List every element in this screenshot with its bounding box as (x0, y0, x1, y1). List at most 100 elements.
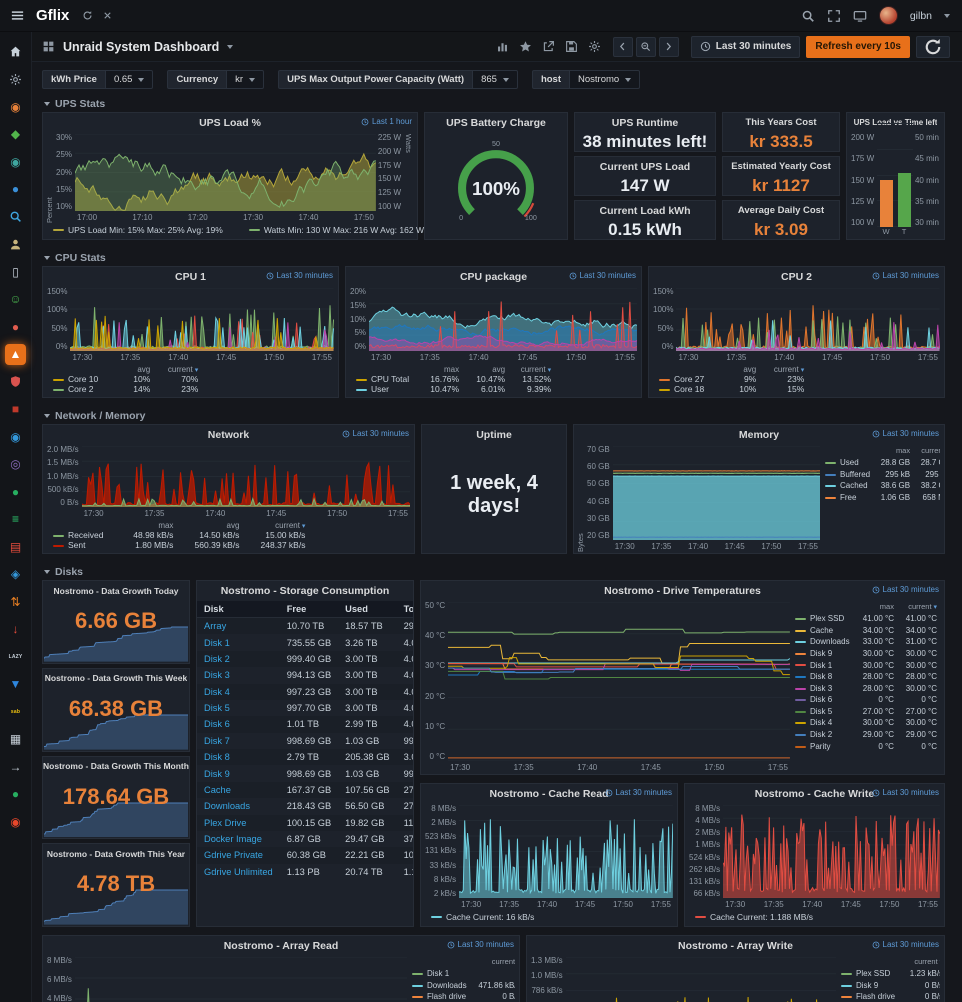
sidebar-item-tautulli[interactable] (5, 234, 26, 255)
legend-label[interactable]: Plex SSD (856, 969, 891, 979)
legend-sort-header[interactable]: max (158, 521, 174, 530)
legend-label[interactable]: Used (840, 458, 859, 468)
legend-sort-header[interactable]: current ▾ (921, 446, 940, 455)
row-header-disks[interactable]: Disks (42, 562, 945, 580)
legend-label[interactable]: Disk 5 (810, 706, 833, 716)
time-range-indicator[interactable]: Last 30 minutes (605, 788, 672, 797)
sidebar-item-settings[interactable] (5, 69, 26, 90)
legend-label[interactable]: Disk 9 (810, 648, 833, 658)
legend-label[interactable]: Disk 9 (856, 980, 879, 990)
sidebar-item-cloud-app[interactable]: ● (5, 179, 26, 200)
legend-label[interactable]: CPU Total (371, 374, 410, 384)
legend-item[interactable]: Cache Current: 1.188 MB/s (695, 912, 813, 922)
legend-label[interactable]: Downloads (427, 980, 467, 990)
panel-title[interactable]: UPS Runtime (611, 116, 679, 129)
sidebar-item-home[interactable] (5, 41, 26, 62)
variable-value-dropdown[interactable]: 865 (472, 70, 518, 89)
panel-title[interactable]: CPU 2 (781, 270, 812, 283)
chevl-icon[interactable] (612, 36, 633, 57)
panel-title[interactable]: Average Daily Cost (737, 205, 825, 216)
panel-title[interactable]: Memory (738, 428, 780, 441)
legend-sort-header[interactable]: current ▾ (773, 365, 805, 374)
legend-label[interactable]: Parity (810, 741, 831, 751)
sidebar-item-sync-app[interactable]: ⇅ (5, 591, 26, 612)
legend-item[interactable]: UPS Load Min: 15% Max: 25% Avg: 19% (53, 225, 223, 235)
time-range-indicator[interactable]: Last 30 minutes (266, 271, 333, 280)
legend-label[interactable]: Downloads (810, 637, 850, 647)
legend-sort-header[interactable]: max (895, 446, 911, 456)
avatar[interactable] (878, 6, 898, 25)
row-header-cpu[interactable]: CPU Stats (42, 248, 945, 266)
user-caret-down-icon[interactable] (944, 13, 950, 18)
panel-title[interactable]: Nostromo - Data Growth This Week (44, 673, 188, 684)
legend-label[interactable]: Core 2 (68, 384, 94, 394)
legend-sort-header[interactable]: current ▾ (914, 957, 940, 966)
time-range-indicator[interactable]: Last 30 minutes (872, 429, 939, 438)
legend-item[interactable]: Watts Min: 130 W Max: 216 W Avg: 162 W (248, 225, 424, 235)
panel-title[interactable]: Nostromo - Data Growth This Year (46, 848, 186, 859)
panel-title[interactable]: Nostromo - Data Growth Today (53, 585, 179, 596)
legend-item[interactable]: Cache Current: 16 kB/s (431, 912, 534, 922)
time-range-indicator[interactable]: Last 30 minutes (872, 271, 939, 280)
sidebar-item-organizr[interactable]: ◉ (5, 96, 26, 117)
app-title[interactable]: Gflix (36, 7, 70, 24)
share-icon[interactable] (542, 40, 555, 53)
panel-title[interactable]: UPS Battery Charge (446, 116, 546, 129)
panel-title[interactable]: Nostromo - Cache Read (489, 787, 609, 800)
panel-title[interactable]: UPS Load vs Time left (853, 118, 938, 127)
save-icon[interactable] (565, 40, 578, 53)
chevr-icon[interactable] (658, 36, 679, 57)
panel-title[interactable]: Nostromo - Array Read (223, 939, 339, 952)
sidebar-item-swirl-app[interactable]: ◎ (5, 454, 26, 475)
sidebar-item-lazy-app[interactable]: LAZY (5, 646, 26, 667)
legend-label[interactable]: Flash drive (427, 992, 467, 1002)
time-range-indicator[interactable]: Last 30 minutes (447, 940, 514, 949)
panel-title[interactable]: Nostromo - Storage Consumption (220, 585, 390, 597)
variable-value-dropdown[interactable]: Nostromo (569, 70, 641, 89)
row-header-network-memory[interactable]: Network / Memory (42, 406, 945, 424)
search-icon[interactable] (801, 9, 815, 23)
panel-title[interactable]: Network (207, 428, 250, 441)
close-icon[interactable] (102, 10, 113, 21)
legend-label[interactable]: Disk 8 (810, 672, 833, 682)
row-header-ups[interactable]: UPS Stats (42, 94, 945, 112)
sidebar-item-window-app[interactable]: ◈ (5, 564, 26, 585)
sidebar-item-red-app[interactable]: ■ (5, 399, 26, 420)
star-icon[interactable] (519, 40, 532, 53)
sidebar-item-library-app[interactable]: ▦ (5, 729, 26, 750)
sidebar-item-download-app[interactable]: ↓ (5, 619, 26, 640)
legend-sort-header[interactable]: current ▾ (908, 602, 937, 611)
legend-label[interactable]: Flash drive (856, 992, 896, 1002)
time-range-indicator[interactable]: Last 30 minutes (872, 585, 939, 594)
time-range-indicator[interactable]: Last 30 minutes (872, 788, 939, 797)
legend-label[interactable]: Received (68, 530, 104, 540)
refresh-button[interactable] (916, 35, 950, 58)
chart-icon[interactable] (496, 40, 509, 53)
user-name[interactable]: gilbn (909, 9, 932, 22)
sidebar-item-paw-app[interactable]: ● (5, 316, 26, 337)
column-header[interactable]: Disk (197, 601, 280, 618)
legend-label[interactable]: Cache (810, 625, 834, 635)
legend-sort-header[interactable]: max (879, 602, 894, 612)
legend-label[interactable]: Cached (840, 481, 868, 491)
sidebar-item-sab-app[interactable]: sab (5, 701, 26, 722)
panel-title[interactable]: Nostromo - Data Growth This Month (43, 761, 189, 771)
sidebar-item-reddit[interactable]: ◉ (5, 811, 26, 832)
legend-label[interactable]: Disk 1 (810, 660, 833, 670)
dashboard-caret-down-icon[interactable] (227, 44, 234, 49)
legend-sort-header[interactable]: avg (226, 521, 240, 530)
variable-value-dropdown[interactable]: kr (226, 70, 265, 89)
sidebar-item-eye-app[interactable]: ◉ (5, 426, 26, 447)
legend-label[interactable]: User (371, 384, 389, 394)
legend-sort-header[interactable]: current ▾ (275, 521, 306, 530)
legend-label[interactable]: Buffered (840, 469, 871, 479)
legend-label[interactable]: Disk 4 (810, 718, 833, 728)
time-range-indicator[interactable]: Last 1 hour (361, 117, 412, 126)
legend-label[interactable]: Core 10 (68, 374, 99, 384)
sidebar-item-layers-app[interactable]: ≡ (5, 509, 26, 530)
sidebar-item-logout[interactable]: → (5, 756, 26, 777)
time-range-indicator[interactable]: Last 30 minutes (872, 940, 939, 949)
sidebar-item-stripes-app[interactable]: ▤ (5, 536, 26, 557)
legend-label[interactable]: Disk 6 (810, 695, 833, 705)
sidebar-item-unraid-dashboard[interactable]: ▲ (5, 343, 26, 365)
